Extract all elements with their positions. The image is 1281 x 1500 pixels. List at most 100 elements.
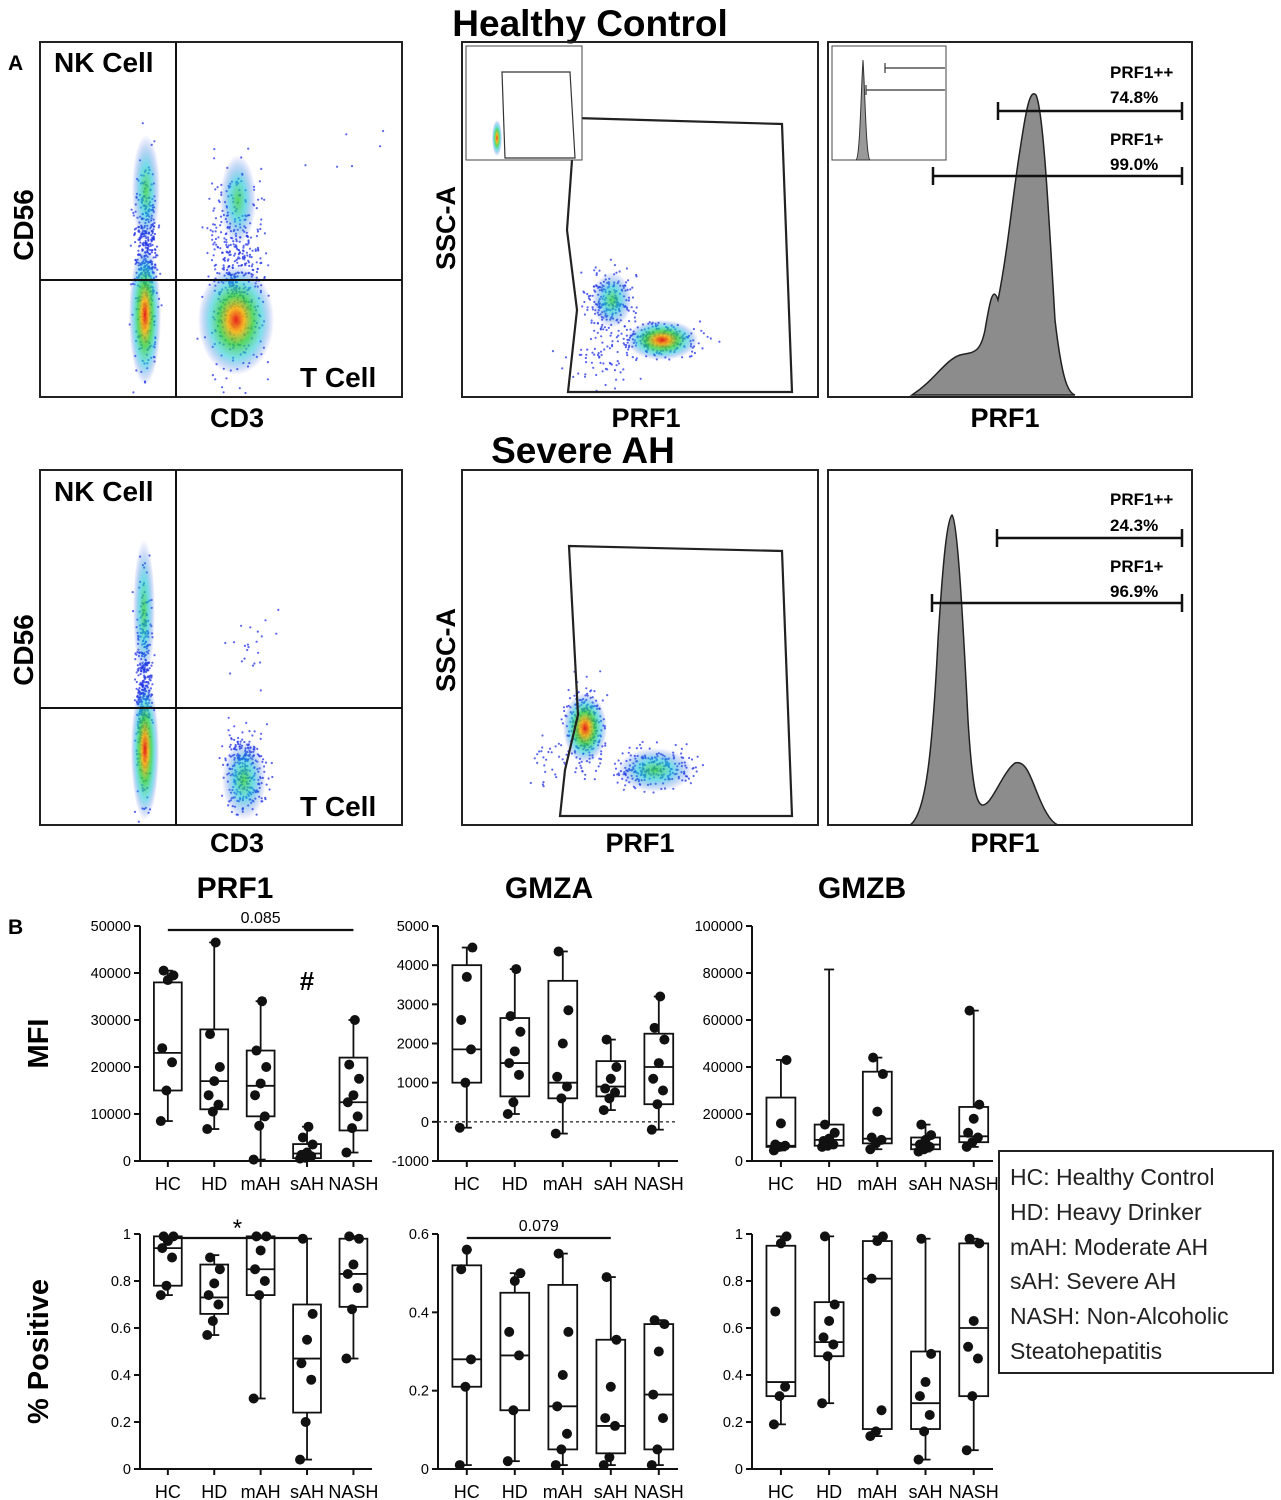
event-dot (213, 157, 216, 160)
data-point (454, 1122, 465, 1133)
event-dot (258, 180, 261, 183)
event-dot (586, 348, 589, 351)
event-dot (625, 344, 628, 347)
box (451, 964, 483, 1084)
event-dot (248, 730, 251, 733)
event-dot (277, 608, 280, 612)
event-dot (247, 239, 250, 242)
event-dot (589, 294, 592, 297)
event-dot (379, 145, 382, 148)
event-dot (600, 753, 603, 756)
event-dot (251, 734, 254, 737)
event-dot (224, 641, 227, 645)
event-dot (599, 328, 603, 331)
data-point (161, 1085, 172, 1096)
event-dot (621, 752, 624, 755)
event-dot (638, 743, 642, 746)
data-point (341, 1353, 352, 1364)
data-point (601, 1034, 612, 1045)
event-dot (591, 351, 594, 354)
hc-gate-x-label: PRF1 (611, 403, 680, 433)
data-point (502, 1456, 513, 1467)
data-point (553, 946, 564, 957)
data-point (460, 1077, 471, 1088)
event-dot (304, 164, 307, 167)
event-dot (568, 697, 572, 700)
box (245, 1235, 276, 1296)
event-dot (690, 355, 693, 358)
event-dot (692, 327, 696, 331)
event-dot (635, 358, 638, 362)
event-dot (616, 350, 619, 354)
event-dot (641, 740, 644, 744)
significance-marker: # (300, 966, 315, 996)
event-dot (255, 261, 258, 264)
data-point (775, 1118, 786, 1129)
y-tick-label: 0 (421, 1462, 429, 1478)
event-dot (247, 646, 250, 649)
sah-gate-plot: PRF1 SSC-A (431, 469, 819, 858)
event-dot (590, 321, 593, 324)
event-dot (701, 764, 705, 767)
data-point (157, 1043, 168, 1054)
event-dot (263, 198, 266, 201)
data-point (296, 1358, 307, 1369)
data-point (509, 1046, 520, 1057)
event-dot (213, 264, 216, 267)
event-dot (259, 223, 262, 226)
y-tick-label: 10000 (91, 1107, 131, 1123)
event-dot (265, 723, 269, 726)
event-dot (134, 241, 137, 244)
data-point (307, 1308, 318, 1319)
data-point (557, 1370, 568, 1380)
event-dot (255, 207, 258, 210)
y-tick-label: 0 (735, 1154, 743, 1170)
event-dot (241, 252, 244, 255)
event-dot (596, 331, 599, 334)
event-dot (259, 689, 262, 692)
event-dot (246, 643, 249, 646)
event-dot (256, 228, 259, 231)
data-point (919, 1426, 930, 1437)
event-dot (706, 335, 709, 338)
event-dot (213, 148, 216, 151)
data-point (963, 1127, 974, 1138)
event-dot (219, 224, 222, 227)
x-tick-label: sAH (290, 1482, 324, 1500)
event-dot (580, 348, 583, 351)
x-tick-label: sAH (909, 1482, 943, 1500)
event-dot (700, 329, 703, 332)
event-dot (598, 356, 601, 359)
hc-nk-cell-label: NK Cell (54, 47, 154, 78)
event-dot (688, 756, 691, 760)
event-dot (604, 367, 608, 370)
event-dot (215, 226, 218, 229)
event-dot (219, 231, 223, 234)
box (595, 1338, 627, 1455)
event-dot (221, 745, 224, 748)
event-dot (584, 773, 587, 776)
event-dot (250, 265, 253, 268)
event-dot (542, 785, 545, 788)
event-dot (635, 275, 638, 278)
x-tick-label: NASH (949, 1482, 999, 1500)
event-dot (674, 743, 677, 747)
data-point (914, 1391, 925, 1402)
data-point (876, 1134, 887, 1145)
box (813, 1301, 845, 1358)
event-dot (593, 353, 596, 356)
event-dot (214, 378, 217, 381)
event-dot (382, 129, 385, 133)
event-dot (603, 348, 606, 351)
data-point (972, 1353, 983, 1364)
event-dot (228, 734, 231, 737)
event-dot (624, 346, 628, 349)
data-point (347, 1123, 358, 1134)
data-point (556, 1093, 567, 1104)
data-point (210, 937, 221, 948)
event-dot (599, 758, 603, 761)
sah-cd3-axis-label: CD3 (210, 828, 264, 858)
event-dot (225, 238, 228, 241)
y-tick-label: 50000 (91, 919, 131, 935)
legend: HC: Healthy Control HD: Heavy Drinker mA… (998, 1150, 1274, 1374)
